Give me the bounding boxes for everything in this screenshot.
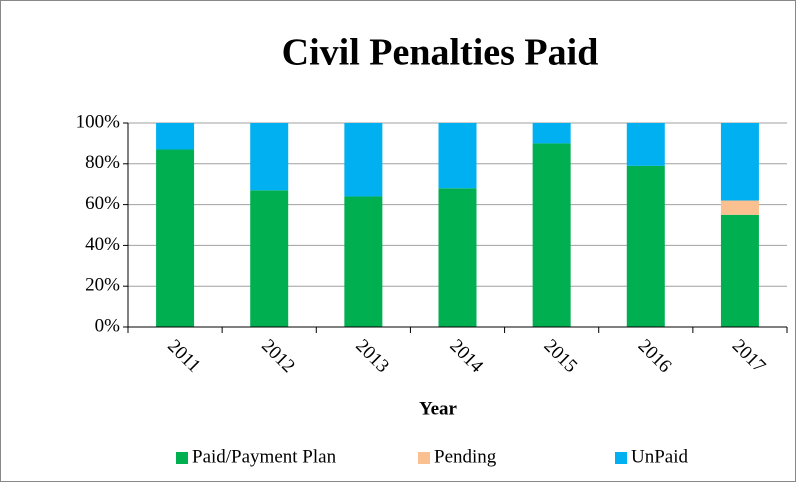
- bar-segment: [626, 165, 665, 327]
- legend-swatch: [615, 452, 627, 464]
- legend-label: UnPaid: [631, 446, 689, 467]
- bar-segment: [720, 200, 759, 215]
- bar-segment: [532, 123, 571, 144]
- bar-segment: [438, 123, 477, 189]
- bar-segment: [344, 196, 383, 327]
- legend-label: Pending: [434, 446, 497, 467]
- bar-segment: [720, 214, 759, 327]
- y-tick-label: 60%: [85, 193, 120, 214]
- bar-segment: [438, 188, 477, 327]
- x-axis-label: Year: [419, 398, 458, 419]
- bar-segment: [532, 143, 571, 327]
- bar-segment: [250, 123, 289, 191]
- bar-segment: [344, 123, 383, 197]
- y-tick-label: 40%: [85, 234, 120, 255]
- y-tick-label: 80%: [85, 152, 120, 173]
- legend-label: Paid/Payment Plan: [192, 446, 337, 467]
- legend-swatch: [176, 452, 188, 464]
- y-tick-label: 20%: [85, 275, 120, 296]
- bar-segment: [156, 123, 195, 150]
- bar-segment: [720, 123, 759, 201]
- legend-swatch: [418, 452, 430, 464]
- y-tick-label: 0%: [95, 315, 121, 336]
- bar-segment: [250, 190, 289, 327]
- bar-segment: [626, 123, 665, 166]
- y-tick-label: 100%: [76, 111, 121, 132]
- chart-title: Civil Penalties Paid: [282, 32, 599, 74]
- bar-segment: [156, 149, 195, 327]
